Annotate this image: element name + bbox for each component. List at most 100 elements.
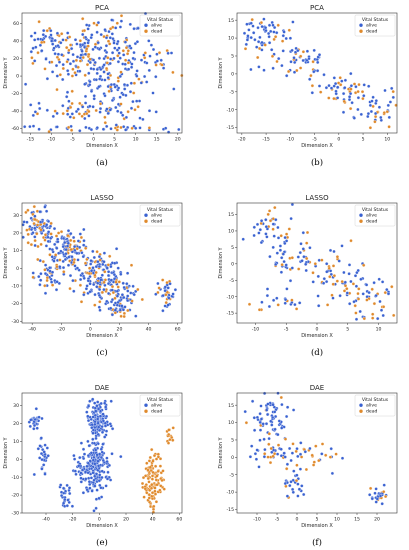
point-alive [340, 456, 345, 460]
point-dead [339, 83, 343, 87]
x-axis-label: Dimension X [301, 523, 333, 529]
point-alive [336, 85, 340, 89]
point-alive [342, 270, 346, 275]
point-alive [53, 242, 57, 247]
point-alive [100, 469, 104, 473]
point-alive [99, 495, 104, 499]
point-alive [94, 436, 98, 441]
point-dead [382, 111, 386, 115]
point-dead [116, 285, 120, 289]
point-alive [125, 271, 130, 275]
point-dead [106, 56, 110, 60]
point-dead [319, 90, 323, 94]
point-alive [49, 236, 53, 240]
panel-title: LASSO [305, 194, 329, 202]
point-dead [273, 205, 277, 210]
point-dead [61, 66, 65, 71]
point-dead [158, 488, 162, 492]
x-tick-label: -10 [253, 517, 261, 523]
point-alive [119, 454, 123, 459]
point-dead [143, 487, 147, 491]
point-alive [270, 48, 274, 52]
point-dead [352, 82, 357, 86]
point-alive [39, 451, 44, 456]
point-dead [119, 102, 123, 106]
point-dead [132, 91, 136, 95]
point-alive [93, 292, 97, 297]
point-dead [116, 79, 120, 83]
point-alive [264, 232, 268, 236]
point-dead [80, 114, 84, 118]
point-alive [88, 104, 92, 108]
point-alive [103, 78, 107, 82]
point-alive [265, 293, 270, 298]
x-tick-label: 15 [354, 517, 360, 523]
point-dead [129, 263, 134, 267]
point-alive [349, 71, 353, 76]
point-alive [269, 29, 273, 34]
point-alive [70, 255, 74, 259]
point-alive [23, 125, 27, 129]
point-alive [263, 447, 267, 452]
point-alive [322, 73, 326, 77]
point-alive [109, 399, 113, 403]
point-dead [73, 71, 77, 75]
point-alive [46, 235, 50, 239]
point-alive [298, 452, 303, 456]
point-dead [141, 475, 146, 480]
point-alive [104, 44, 109, 48]
point-dead [140, 297, 144, 302]
point-alive [305, 49, 310, 53]
point-alive [94, 497, 99, 501]
point-alive [46, 219, 51, 224]
point-alive [258, 420, 262, 425]
x-tick-label: 15 [154, 137, 160, 143]
point-alive [103, 421, 107, 425]
point-dead [299, 455, 304, 459]
y-axis-label: Dimension Y [218, 246, 224, 278]
point-alive [349, 84, 354, 88]
point-dead [60, 32, 64, 36]
point-alive [258, 438, 262, 442]
point-alive [382, 483, 386, 487]
point-alive [61, 38, 65, 42]
y-tick-label: -20 [11, 493, 19, 499]
point-alive [262, 437, 266, 441]
point-dead [79, 235, 84, 240]
point-dead [25, 228, 29, 232]
point-alive [299, 441, 303, 445]
point-dead [87, 266, 92, 270]
point-dead [116, 54, 120, 58]
point-dead [325, 303, 330, 307]
point-alive [81, 456, 86, 461]
point-alive [155, 52, 159, 56]
point-alive [102, 251, 107, 255]
point-dead [55, 87, 59, 92]
point-alive [379, 118, 383, 122]
point-dead [68, 286, 72, 291]
legend-marker-alive [144, 403, 148, 407]
point-dead [391, 89, 395, 94]
point-alive [83, 116, 87, 121]
point-alive [132, 50, 136, 55]
points [241, 202, 396, 321]
point-dead [156, 290, 160, 295]
point-alive [80, 468, 85, 472]
point-dead [368, 126, 373, 130]
point-alive [76, 239, 81, 243]
point-alive [33, 31, 37, 35]
legend-marker-alive [359, 23, 363, 27]
point-alive [118, 95, 122, 99]
point-alive [61, 77, 65, 82]
point-alive [121, 281, 125, 285]
point-alive [266, 31, 271, 36]
point-alive [97, 56, 102, 60]
point-alive [106, 273, 111, 278]
point-alive [320, 452, 324, 456]
point-alive [248, 455, 253, 459]
legend-title: Vital Status [362, 397, 389, 403]
point-dead [145, 461, 149, 465]
point-alive [264, 28, 268, 33]
y-axis-label: Dimension Y [218, 436, 224, 468]
point-alive [243, 409, 247, 414]
